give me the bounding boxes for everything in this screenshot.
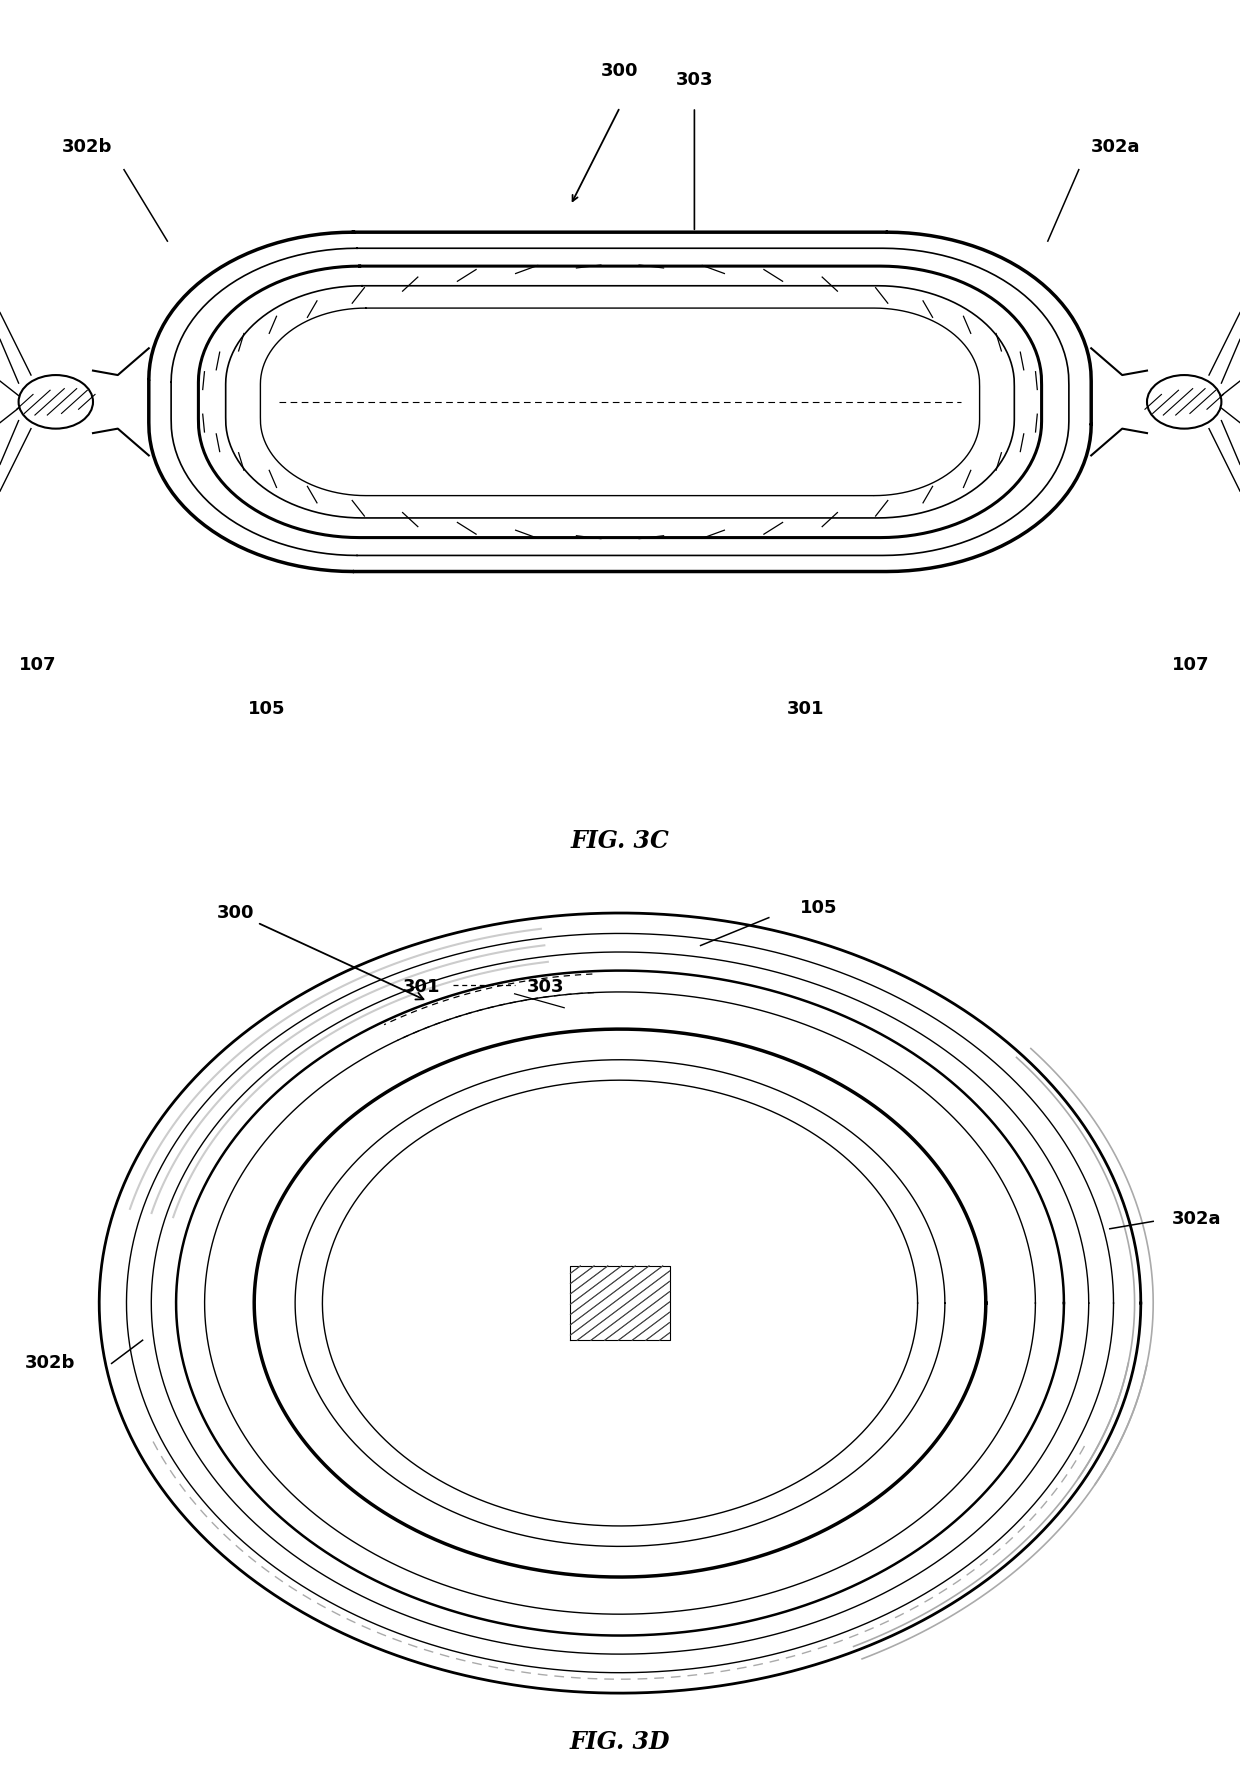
Text: 105: 105	[248, 700, 285, 718]
Text: 303: 303	[527, 979, 564, 997]
Text: 302a: 302a	[1172, 1211, 1221, 1229]
Text: 302b: 302b	[25, 1354, 76, 1372]
Text: FIG. 3C: FIG. 3C	[570, 829, 670, 854]
Text: FIG. 3D: FIG. 3D	[569, 1731, 671, 1754]
Text: 302b: 302b	[62, 138, 112, 155]
Text: 107: 107	[19, 655, 56, 673]
Text: 302a: 302a	[1091, 138, 1141, 155]
Text: 105: 105	[800, 898, 837, 916]
Text: 300: 300	[601, 63, 639, 80]
Text: 107: 107	[1172, 655, 1209, 673]
Text: 301: 301	[403, 979, 440, 997]
Text: 301: 301	[787, 700, 825, 718]
Text: 303: 303	[676, 71, 713, 89]
Text: 300: 300	[217, 904, 423, 1000]
